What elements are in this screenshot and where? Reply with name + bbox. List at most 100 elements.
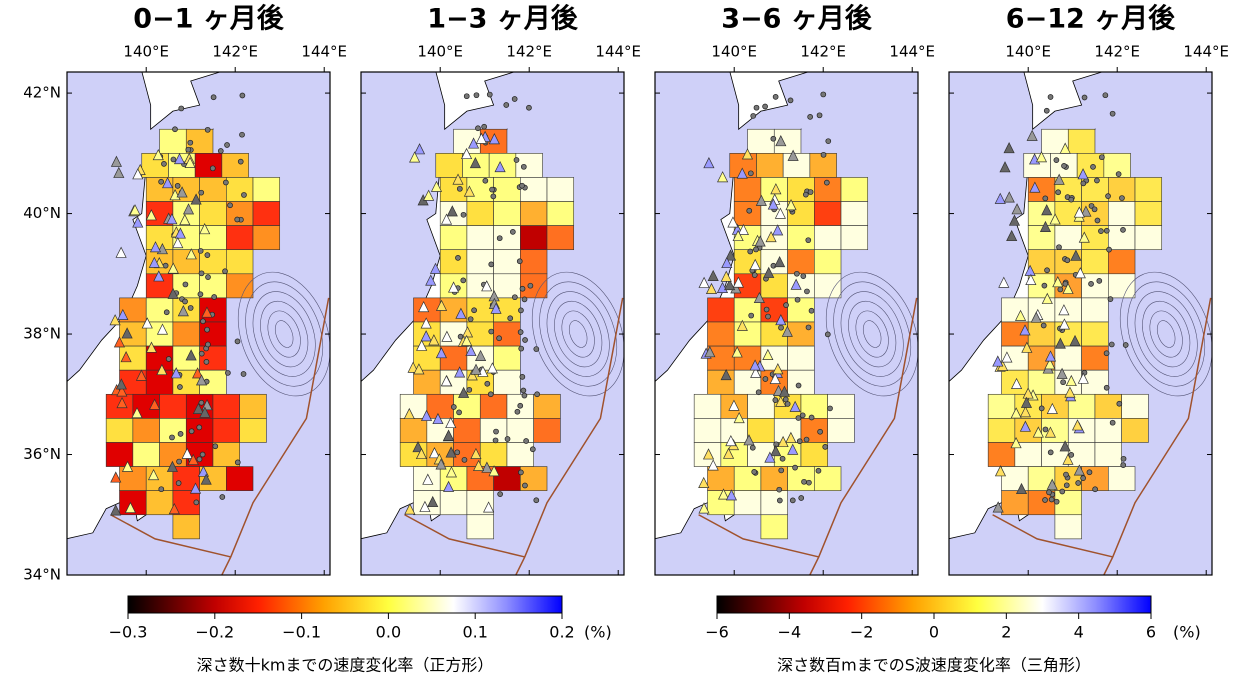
epicenter — [212, 443, 219, 450]
grid-cell — [199, 273, 227, 299]
station-triangle — [195, 374, 208, 386]
epicenter — [749, 444, 756, 451]
epicenter — [1064, 257, 1071, 264]
station-triangle — [446, 205, 458, 217]
frame — [66, 71, 331, 576]
epicenter — [509, 229, 516, 235]
station-triangle — [177, 305, 189, 317]
station-triangle — [785, 431, 797, 443]
station-triangle — [166, 213, 178, 225]
epicenter — [753, 104, 760, 111]
grid-cell — [1081, 297, 1109, 323]
station-triangle — [1077, 372, 1089, 384]
lat-label: 40°N — [23, 204, 61, 222]
station-triangle — [785, 199, 797, 211]
epicenter — [175, 480, 182, 486]
station-triangle — [1041, 204, 1053, 216]
station-triangle — [113, 336, 126, 348]
grid-cell — [439, 466, 468, 491]
grid-cell — [212, 393, 240, 419]
station-triangle — [992, 501, 1004, 513]
epicenter — [778, 467, 785, 474]
epicenter — [776, 486, 783, 493]
grid-cell — [159, 393, 187, 419]
lat-label: 34°N — [23, 566, 61, 584]
epicenter — [488, 328, 495, 335]
station-triangle — [1015, 482, 1028, 495]
station-triangle — [470, 363, 482, 375]
station-triangle — [413, 143, 426, 155]
epicenter — [517, 402, 524, 409]
station-triangle — [115, 378, 127, 390]
station-triangle — [413, 363, 425, 375]
station-triangle — [775, 135, 787, 147]
epicenter — [782, 396, 789, 403]
station-triangle — [1062, 282, 1074, 294]
epicenter — [1068, 451, 1075, 458]
station-triangle — [404, 503, 416, 515]
grid-cell — [493, 201, 521, 226]
map-panel: 3−6 ヶ月後 140°E 142°E 144°E — [654, 4, 935, 576]
epicenter — [1094, 177, 1100, 184]
station-triangle — [1046, 478, 1058, 490]
grid-cell — [119, 321, 147, 347]
station-triangle — [190, 193, 202, 205]
station-triangle — [475, 132, 487, 144]
grid-cell — [693, 418, 722, 443]
epicenter — [209, 165, 216, 172]
grid-cell — [226, 177, 254, 202]
contour — [546, 291, 610, 377]
station-triangle — [129, 204, 141, 216]
epicenter — [518, 307, 524, 314]
epicenter — [234, 459, 241, 466]
epicenter — [200, 318, 206, 325]
epicenter — [497, 491, 503, 497]
epicenter — [1086, 469, 1093, 476]
station-triangle — [470, 447, 482, 459]
epicenter — [529, 446, 536, 453]
epicenter — [527, 282, 534, 289]
grid-cell — [747, 418, 775, 443]
epicenter — [187, 139, 194, 146]
station-triangle — [475, 349, 487, 361]
epicenter — [196, 456, 203, 463]
contour — [848, 300, 897, 368]
grid-cell — [493, 273, 521, 299]
epicenter — [1053, 498, 1060, 505]
grid-cell — [760, 490, 788, 516]
station-triangle — [1071, 419, 1084, 431]
grid-cell — [533, 393, 561, 419]
contour — [1142, 300, 1191, 368]
station-triangle — [466, 369, 478, 381]
panel-title: 3−6 ヶ月後 — [721, 4, 873, 35]
station-triangle — [120, 351, 132, 363]
epicenter — [795, 415, 802, 421]
grid-cell — [252, 201, 281, 226]
station-triangle — [412, 441, 424, 453]
epicenter — [456, 409, 462, 416]
station-triangle — [1010, 407, 1022, 419]
lon-label: 142°E — [212, 43, 258, 61]
epicenter — [227, 202, 233, 209]
land — [1023, 72, 1104, 131]
station-triangle — [992, 355, 1004, 367]
epicenter — [1047, 94, 1054, 100]
grid-cell — [399, 393, 428, 419]
station-triangle — [775, 395, 787, 407]
epicenter — [196, 424, 203, 431]
station-triangle — [731, 346, 743, 358]
grid-cell — [493, 321, 521, 347]
epicenter — [1063, 482, 1070, 489]
epicenter — [496, 235, 503, 242]
station-triangle — [1008, 214, 1021, 226]
grid-cell — [814, 249, 842, 275]
station-triangle — [156, 363, 168, 376]
epicenter — [815, 467, 822, 474]
station-triangle — [1019, 324, 1031, 336]
station-triangle — [494, 160, 506, 173]
grid-cell — [1134, 201, 1163, 226]
epicenter — [516, 258, 523, 265]
station-triangle — [1065, 374, 1077, 387]
epicenter — [496, 335, 502, 342]
station-triangle — [176, 186, 188, 198]
